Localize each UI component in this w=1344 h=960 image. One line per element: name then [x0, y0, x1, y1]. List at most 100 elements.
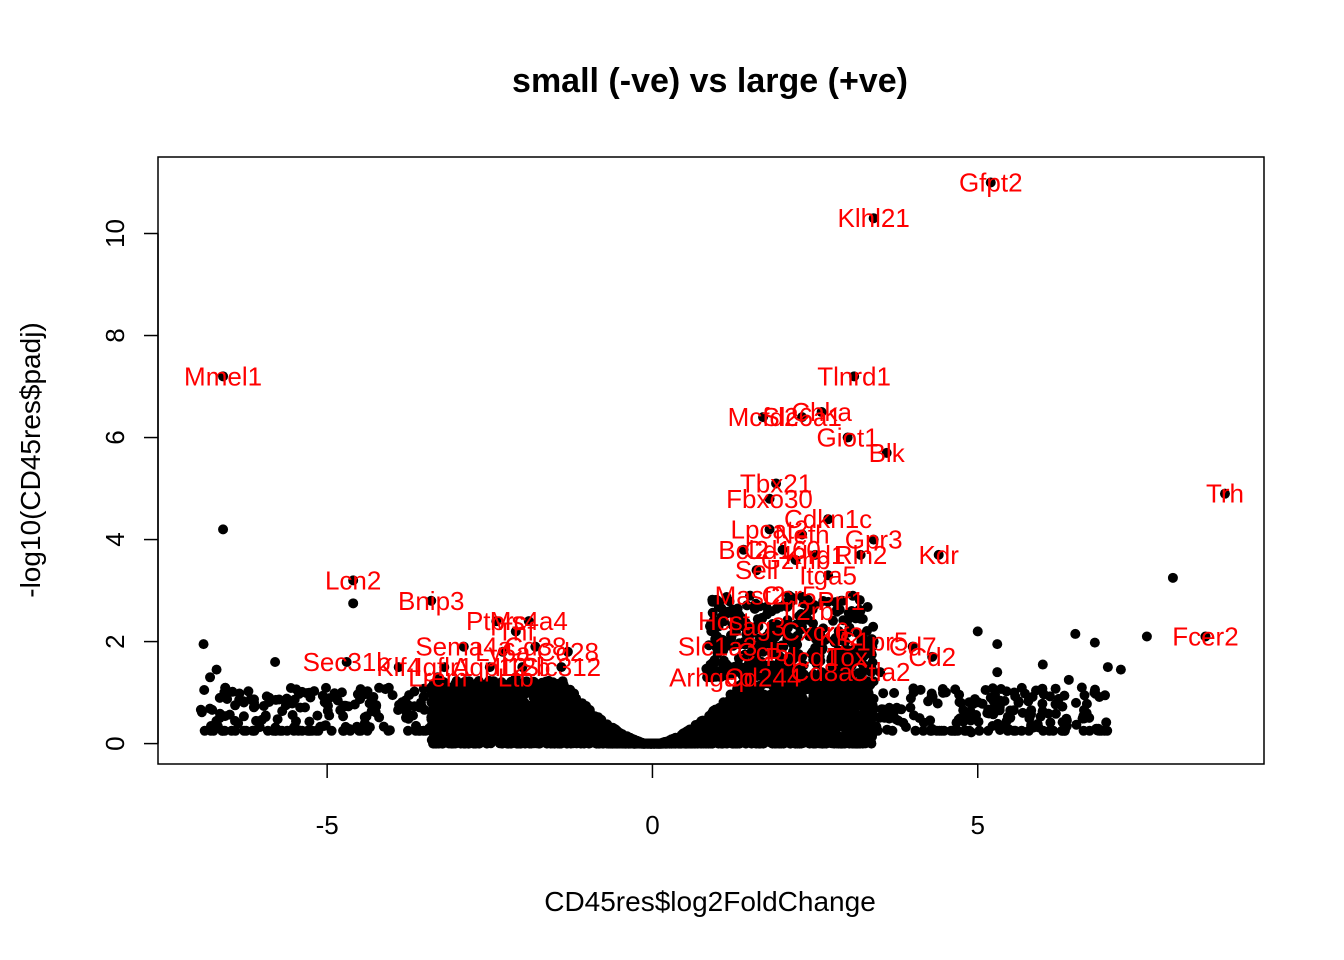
gene-label-bnip3: Bnip3	[398, 586, 465, 616]
gene-point	[793, 733, 804, 744]
gene-point	[591, 729, 602, 740]
gene-point	[518, 709, 529, 720]
gene-point	[665, 738, 676, 749]
gene-point-ltb	[510, 672, 521, 683]
gene-point-klrd1	[810, 549, 821, 560]
gene-point	[1005, 705, 1016, 716]
gene-point-cdkn1c	[823, 514, 834, 525]
gene-point	[707, 596, 718, 607]
gene-point	[828, 615, 838, 626]
gene-label-rln2: Rln2	[834, 540, 887, 570]
gene-label-cd2: Cd2	[908, 642, 956, 672]
gene-label-igflr1: Igflr1	[415, 652, 473, 682]
gene-point	[1079, 690, 1090, 701]
gene-point	[1009, 687, 1020, 698]
gene-point	[1070, 628, 1081, 639]
gene-point	[828, 649, 838, 660]
gene-point	[305, 692, 316, 703]
gene-label-trh: Trh	[1206, 479, 1244, 509]
gene-point-arhgap	[706, 672, 716, 683]
gene-point	[1037, 659, 1048, 670]
gene-point	[1017, 707, 1028, 718]
gene-point-slc312	[556, 662, 567, 673]
gene-point	[878, 688, 889, 699]
gene-point	[359, 712, 370, 723]
gene-point	[558, 679, 569, 690]
gene-point	[726, 721, 736, 732]
gene-point	[356, 689, 367, 700]
gene-point	[491, 728, 502, 739]
gene-point	[954, 713, 965, 724]
gene-point-mast2	[745, 590, 756, 601]
gene-label-ccr5: Ccr5	[762, 581, 817, 611]
gene-label-klf2: Klf2	[819, 621, 864, 651]
gene-point	[792, 719, 803, 730]
gene-point	[726, 607, 737, 618]
gene-label-nefh: Nefh	[775, 519, 830, 549]
gene-point	[707, 658, 718, 668]
gene-point-klf4	[393, 662, 404, 673]
gene-point	[1025, 692, 1036, 703]
gene-point	[793, 671, 804, 682]
gene-label-pdcd1: Pdcd1	[765, 642, 839, 672]
gene-point	[1089, 637, 1100, 648]
gene-point	[858, 651, 869, 662]
data-points	[198, 177, 1230, 738]
gene-point	[1045, 717, 1056, 728]
gene-point	[401, 705, 412, 715]
gene-point-gzmb	[790, 554, 801, 565]
gene-label-cd8a: Cd8a	[791, 657, 854, 687]
gene-point-fcer2	[1200, 631, 1211, 642]
gene-label-ltb: Ltb	[498, 662, 534, 692]
gene-point-trh	[1219, 488, 1230, 499]
gene-point	[827, 688, 838, 699]
gene-point	[751, 734, 762, 745]
gene-point	[560, 712, 570, 723]
gene-point	[901, 722, 911, 732]
gene-point	[905, 702, 916, 713]
gene-point	[529, 699, 540, 710]
gene-label-il12b: Il12b	[494, 652, 550, 682]
gene-point	[749, 603, 760, 614]
gene-point	[1059, 690, 1070, 701]
gene-point	[464, 715, 475, 726]
gene-point	[260, 710, 271, 721]
gene-point	[233, 718, 244, 729]
gene-point	[770, 666, 781, 677]
gene-label-mast2: Mast2	[715, 581, 786, 611]
gene-point	[882, 724, 893, 735]
gene-point-sec31b	[341, 656, 352, 667]
gene-point	[958, 705, 969, 716]
gene-label-ctla2: Ctla2	[850, 657, 911, 687]
gene-point	[910, 725, 921, 736]
gene-label-ccl5: Ccl5	[737, 637, 789, 667]
gene-point	[1141, 631, 1152, 642]
gene-point	[1101, 717, 1112, 728]
gene-point	[239, 725, 249, 736]
gene-point	[749, 690, 759, 701]
gene-point	[485, 738, 496, 749]
gene-point	[549, 681, 560, 692]
gene-point-slc6a1	[797, 412, 808, 423]
gene-point	[311, 725, 322, 736]
gene-point	[251, 715, 262, 726]
gene-point	[211, 664, 222, 675]
gene-point	[807, 736, 818, 747]
y-axis: 0 2 4 6 8 10	[100, 219, 159, 751]
gene-point	[619, 732, 630, 743]
gene-point-cd7	[907, 641, 918, 652]
gene-point-ccl5	[758, 646, 769, 657]
gene-point	[796, 609, 807, 619]
gene-point	[1050, 699, 1061, 710]
gene-point	[312, 710, 323, 721]
gene-point	[295, 702, 306, 713]
gene-point	[449, 723, 460, 734]
gene-point	[508, 691, 519, 702]
gene-point	[946, 725, 957, 736]
gene-point	[321, 682, 331, 693]
gene-point	[326, 725, 337, 736]
gene-point	[450, 709, 461, 720]
gene-point	[797, 591, 808, 602]
gene-point	[775, 737, 786, 748]
gene-point	[338, 725, 349, 736]
